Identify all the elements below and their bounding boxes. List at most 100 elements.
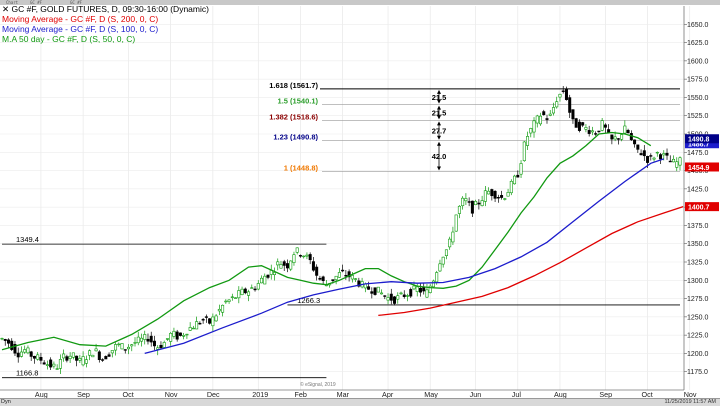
- arrow-head: [437, 141, 441, 146]
- candle: [23, 349, 27, 353]
- legend-title: ✕ GC #F, GOLD FUTURES, D, 09:30-16:00 (D…: [2, 4, 209, 14]
- candle: [526, 136, 530, 146]
- candle: [613, 136, 617, 140]
- candle: [422, 287, 426, 292]
- y-tick-label: 1575.0: [687, 77, 709, 84]
- candle: [49, 359, 53, 368]
- y-tick-label: 1600.0: [687, 58, 709, 65]
- candle: [399, 292, 403, 295]
- fib-label: 1.23 (1490.8): [273, 133, 318, 142]
- candle: [597, 130, 601, 133]
- candle: [555, 101, 559, 108]
- candle: [169, 332, 173, 342]
- candle: [431, 280, 435, 288]
- candle: [652, 157, 656, 160]
- candle: [240, 288, 244, 295]
- candle: [406, 295, 410, 297]
- candle: [308, 254, 312, 261]
- price-tag: [685, 139, 719, 149]
- candle: [616, 138, 620, 140]
- candle: [506, 192, 510, 197]
- x-tick-label: Jun: [470, 390, 482, 399]
- arrow-head: [437, 166, 441, 171]
- candle: [39, 356, 43, 361]
- candle: [477, 202, 481, 205]
- x-tick-label: Sep: [77, 390, 90, 399]
- candle: [435, 272, 439, 283]
- candle: [195, 321, 199, 330]
- ticker-tab[interactable]: GC #F: [70, 0, 83, 5]
- collapse-icon[interactable]: ✕: [2, 4, 10, 14]
- candle: [418, 287, 422, 293]
- candle: [32, 355, 36, 359]
- candle: [162, 342, 166, 348]
- candle: [441, 256, 445, 265]
- x-tick-label: Oct: [642, 390, 653, 399]
- candle: [558, 93, 562, 98]
- candle: [474, 200, 478, 206]
- x-tick-label: Aug: [35, 390, 48, 399]
- candle: [409, 289, 413, 297]
- candle: [123, 349, 127, 351]
- candle: [367, 286, 371, 290]
- candle: [341, 269, 345, 272]
- mode-label[interactable]: Dyn: [1, 399, 11, 405]
- candle: [127, 346, 131, 350]
- candle: [600, 120, 604, 131]
- fib-label: 1.618 (1561.7): [269, 81, 318, 90]
- candle: [678, 157, 682, 166]
- candle: [204, 316, 208, 318]
- candle: [493, 190, 497, 199]
- x-tick-label: Nov: [165, 390, 178, 399]
- y-tick-label: 1625.0: [687, 40, 709, 47]
- candle: [386, 297, 390, 301]
- legend-ma200: Moving Average - GC #F, D (S, 200, 0, C): [2, 14, 159, 24]
- candle: [380, 292, 384, 295]
- candle: [500, 195, 504, 198]
- candle: [519, 163, 523, 175]
- y-tick-label: 1250.0: [687, 314, 709, 321]
- spacing-label: 27.7: [432, 127, 447, 136]
- candle: [522, 141, 526, 162]
- chart-tab[interactable]: Chart: [6, 0, 19, 5]
- candle: [52, 363, 56, 367]
- y-tick-label: 1350.0: [687, 241, 709, 248]
- candle: [577, 121, 581, 131]
- candle: [665, 152, 669, 156]
- candle: [321, 276, 325, 281]
- candle: [55, 368, 59, 370]
- candle: [412, 285, 416, 290]
- candle: [623, 125, 627, 134]
- candle: [607, 129, 611, 133]
- candle: [243, 288, 247, 294]
- candle: [370, 291, 374, 294]
- price-tag-label: 1490.8: [688, 137, 710, 144]
- level-label: 1266.3: [297, 296, 320, 305]
- candle: [545, 118, 549, 120]
- candle: [496, 197, 500, 199]
- candle: [659, 154, 663, 160]
- symbol-tab[interactable]: GC #F: [30, 0, 43, 5]
- candle: [214, 315, 218, 322]
- candle: [590, 130, 594, 133]
- level-label: 1349.4: [16, 235, 39, 244]
- x-tick-label: Feb: [294, 390, 306, 399]
- candle: [68, 355, 72, 359]
- candle: [483, 190, 487, 202]
- x-tick-label: Nov: [684, 390, 697, 399]
- candle: [539, 115, 543, 125]
- candle: [509, 180, 513, 194]
- legend-ma50: M.A 50 day - GC #F, D (S, 50, 0, C): [2, 34, 136, 44]
- candle: [282, 261, 286, 266]
- candle: [568, 97, 572, 113]
- toolbar: Chart GC #F GC #F: [0, 0, 720, 5]
- candle: [117, 343, 121, 346]
- candle: [188, 327, 192, 331]
- candle: [3, 338, 7, 341]
- candle: [250, 287, 254, 289]
- candle: [279, 264, 283, 269]
- candle: [457, 205, 461, 214]
- arrow-head: [437, 99, 441, 104]
- price-tag-label: 1400.7: [688, 204, 710, 211]
